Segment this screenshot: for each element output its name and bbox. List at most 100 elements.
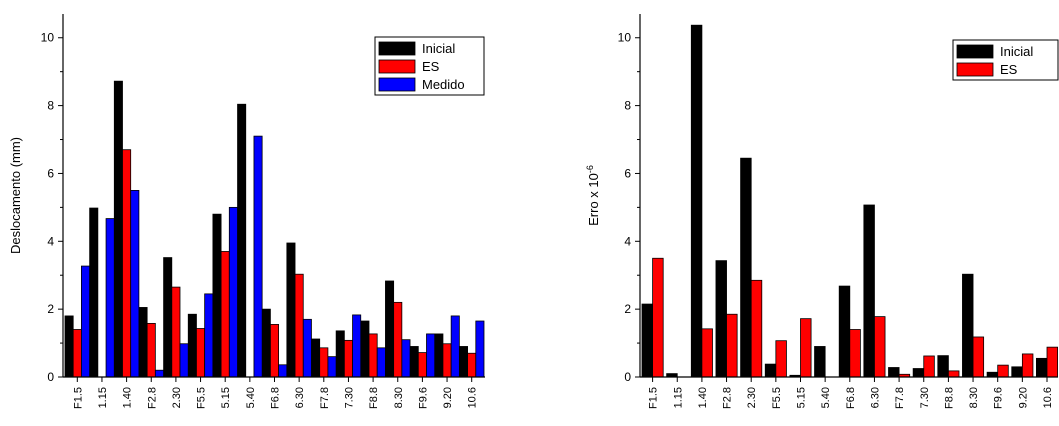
x-tick-label: 1.15 — [97, 387, 109, 408]
bar-es-f9-6 — [417, 352, 427, 378]
x-tick-label: F6.8 — [270, 387, 282, 409]
bar-medido-f6-30 — [302, 318, 312, 378]
bar-inicial-f1-15 — [89, 207, 99, 378]
x-tick-label: 8.30 — [393, 387, 405, 408]
bar-es-f2-30 — [750, 279, 763, 378]
x-tick-label: 10.6 — [1042, 387, 1054, 408]
x-tick-label: 6.30 — [869, 387, 881, 408]
bar-inicial-f6-8 — [261, 308, 271, 378]
bar-medido-f1-5 — [81, 265, 91, 378]
y-tick-label: 4 — [47, 234, 54, 248]
bar-inicial-f1-40 — [113, 80, 123, 378]
x-tick-label: 1.15 — [672, 387, 684, 408]
bar-es-f10-6 — [1046, 346, 1059, 378]
bar-inicial-f7-8 — [888, 367, 900, 378]
legend-label-es: ES — [422, 59, 440, 74]
bar-es-f8-8 — [948, 370, 960, 378]
bar-es-f6-8 — [269, 324, 279, 378]
x-tick-label: 5.40 — [820, 387, 832, 408]
x-tick-label: 10.6 — [467, 387, 479, 408]
bar-es-f2-30 — [171, 286, 181, 378]
x-tick-label: 1.40 — [697, 387, 709, 408]
x-tick-label: 2.30 — [746, 387, 758, 408]
bar-inicial-f7-8 — [311, 338, 321, 378]
x-tick-label: F2.8 — [146, 387, 158, 409]
y-tick-label: 0 — [624, 370, 631, 384]
bar-inicial-f10-6 — [458, 346, 468, 378]
x-tick-label: F5.5 — [196, 387, 208, 409]
y-tick-label: 4 — [624, 234, 631, 248]
bar-inicial-f5-40 — [814, 346, 826, 378]
bar-medido-f7-30 — [352, 314, 362, 378]
bar-inicial-f9-6 — [986, 371, 999, 378]
bar-medido-f2-8 — [154, 369, 164, 378]
bar-es-f1-40 — [701, 328, 713, 378]
x-tick-label: 5.15 — [220, 387, 232, 408]
x-tick-label: F9.6 — [993, 387, 1005, 409]
bar-es-f2-8 — [726, 313, 738, 378]
bar-es-f7-30 — [343, 339, 353, 378]
x-tick-label: 6.30 — [294, 387, 306, 408]
x-tick-label: F1.5 — [648, 387, 660, 409]
chart-1: 0 2 4 6 8 10 F1.5 1.15 1.40 F2.8 2.30 F5.5 5.15 5.40 F… — [8, 14, 485, 409]
bar-es-f1-5 — [72, 329, 82, 378]
bar-inicial-f5-5 — [187, 313, 197, 378]
bar-inicial-f7-30 — [912, 368, 925, 378]
x-tick-label: 9.20 — [1017, 387, 1029, 408]
x-tick-label: F5.5 — [771, 387, 783, 409]
bar-inicial-f8-8 — [937, 355, 949, 378]
x-tick-label: F7.8 — [319, 387, 331, 409]
bar-inicial-f1-5 — [641, 303, 654, 378]
bar-es-f9-6 — [997, 364, 1009, 378]
x-tick-label: 5.15 — [796, 387, 808, 408]
x-tick-label: F8.8 — [368, 387, 380, 409]
y-tick-label: 8 — [624, 99, 631, 113]
bar-medido-f9-6 — [426, 333, 436, 378]
y-tick-label: 10 — [41, 31, 55, 45]
x-tick-label: 8.30 — [968, 387, 980, 408]
bar-medido-f5-40 — [253, 135, 263, 378]
bar-medido-f1-15 — [105, 218, 115, 378]
x-tick-label: 1.40 — [122, 387, 134, 408]
bar-es-f6-8 — [849, 329, 861, 378]
bar-es-f2-8 — [146, 322, 156, 378]
bar-inicial-f9-6 — [409, 346, 419, 378]
x-tick-label: 7.30 — [919, 387, 931, 408]
bar-medido-f9-20 — [450, 315, 460, 378]
chart-2: 0 2 4 6 8 10 F1.5 1.15 1.40 F2.8 2.30 F5.5 5.15 5.40 F… — [585, 14, 1059, 409]
x-tick-label: F1.5 — [72, 387, 84, 409]
bar-inicial-f9-20 — [434, 333, 444, 378]
bar-inicial-f6-30 — [863, 204, 875, 378]
bar-inicial-f1-5 — [64, 315, 74, 378]
bar-medido-f8-30 — [401, 339, 411, 378]
bar-es-f5-15 — [220, 251, 230, 378]
x-tick-label: 7.30 — [343, 387, 355, 408]
y-tick-label: 6 — [624, 166, 631, 180]
x-tick-label: F9.6 — [417, 387, 429, 409]
y-axis-label: Deslocamento (mm) — [8, 137, 23, 254]
bar-es-f7-30 — [923, 355, 935, 378]
x-tick-label: F8.8 — [943, 387, 955, 409]
bar-inicial-f6-30 — [286, 242, 296, 378]
bar-inicial-f8-8 — [360, 320, 370, 378]
bar-medido-f5-15 — [228, 206, 238, 378]
bar-inicial-f9-20 — [1011, 366, 1023, 378]
legend-swatch-es — [378, 59, 416, 74]
bar-es-f9-20 — [1021, 353, 1034, 378]
legend-swatch-es — [956, 62, 994, 77]
x-tick-label: F2.8 — [722, 387, 734, 409]
bar-inicial-f8-30 — [385, 280, 395, 378]
bar-es-f9-20 — [442, 343, 452, 378]
bar-es-f1-5 — [652, 257, 664, 378]
legend-swatch-inicial — [956, 44, 994, 59]
y-tick-label: 2 — [624, 302, 631, 316]
bar-es-f5-5 — [196, 328, 206, 378]
bar-medido-f1-40 — [130, 190, 140, 378]
legend-label-medido: Medido — [422, 77, 465, 92]
bar-inicial-f6-8 — [838, 285, 851, 378]
bar-es-f5-15 — [800, 318, 812, 378]
y-tick-label: 2 — [47, 302, 54, 316]
y-tick-label: 6 — [47, 166, 54, 180]
legend-label-es: ES — [1000, 62, 1018, 77]
y-axis-label-exponent: -6 — [585, 165, 595, 173]
